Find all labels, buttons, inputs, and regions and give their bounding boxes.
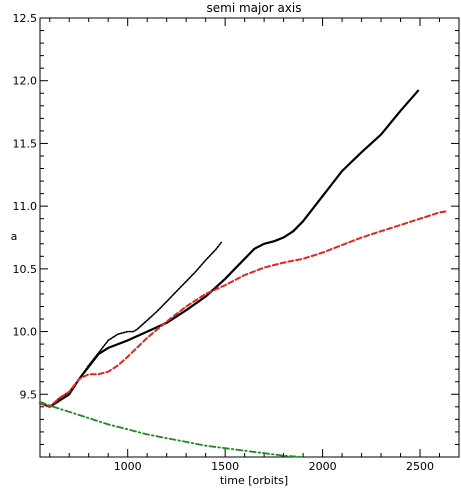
x-axis-ticks: 1000 1500 2000 2500 [49, 18, 441, 473]
series-line-dashed [39, 210, 449, 408]
plot-border [39, 17, 460, 458]
y-tick-label: 10.0 [13, 326, 38, 339]
series-line-dashdot [39, 400, 304, 458]
series-line-dotted [39, 241, 222, 408]
y-tick-label: 11.0 [13, 200, 38, 213]
series-line-solid [38, 89, 420, 408]
plot-frame [39, 17, 460, 458]
y-tick-label: 10.5 [13, 263, 38, 276]
y-tick-label: 12.0 [13, 75, 38, 88]
x-tick-label: 1500 [211, 460, 239, 473]
y-tick-label: 12.5 [13, 12, 38, 25]
y-tick-label: 9.5 [20, 388, 38, 401]
series-group [38, 89, 449, 458]
x-tick-label: 2500 [406, 460, 434, 473]
x-axis-label: time [orbits] [220, 474, 288, 487]
x-tick-label: 2000 [309, 460, 337, 473]
y-tick-label: 11.5 [13, 137, 38, 150]
x-tick-label: 1000 [114, 460, 142, 473]
y-axis-label: a [11, 230, 18, 243]
y-axis-ticks: 9.5 10.0 10.5 11.0 11.5 12.0 12.5 [13, 12, 459, 445]
chart-title: semi major axis [207, 1, 302, 15]
